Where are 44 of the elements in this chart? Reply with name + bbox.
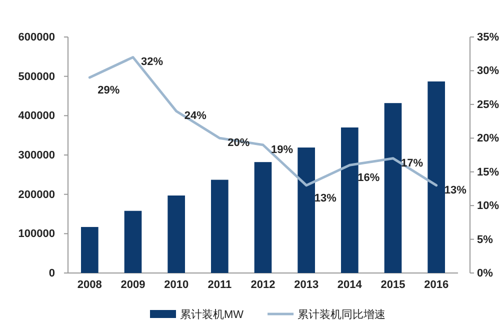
y-tick-label: 100000 xyxy=(18,228,55,240)
x-tick-label: 2009 xyxy=(120,279,146,292)
x-tick-label: 2010 xyxy=(164,279,189,292)
x-tick-label: 2011 xyxy=(208,279,232,292)
legend-label: 累计装机同比增速 xyxy=(298,308,386,321)
y2-tick-label: 30% xyxy=(477,65,500,78)
bar xyxy=(124,210,142,273)
data-label: 29% xyxy=(98,84,120,96)
bar xyxy=(341,127,358,273)
data-label: 24% xyxy=(184,110,207,122)
bar xyxy=(168,196,185,273)
bar xyxy=(211,180,228,273)
x-tick-label: 2013 xyxy=(294,279,319,292)
x-tick-label: 2014 xyxy=(337,279,363,292)
y2-tick-label: 10% xyxy=(477,200,500,212)
bar xyxy=(81,226,98,273)
bar xyxy=(254,162,272,273)
data-label: 20% xyxy=(228,137,250,150)
data-label: 32% xyxy=(141,56,164,68)
bar xyxy=(298,148,315,273)
x-tick-label: 2015 xyxy=(380,279,406,292)
y2-tick-label: 15% xyxy=(477,166,500,178)
y2-tick-label: 0% xyxy=(477,268,494,280)
line-series xyxy=(88,56,438,187)
y2-tick-label: 20% xyxy=(477,132,500,145)
y-tick-label: 200000 xyxy=(18,188,55,201)
legend-label: 累计装机MW xyxy=(180,308,244,321)
data-label: 17% xyxy=(401,157,424,170)
x-tick-label: 2012 xyxy=(250,279,276,292)
y-tick-label: 300000 xyxy=(18,150,55,162)
y-tick-label: 500000 xyxy=(18,70,55,83)
y2-tick-label: 25% xyxy=(477,98,500,111)
x-tick-label: 2016 xyxy=(424,279,449,292)
y2-tick-label: 5% xyxy=(477,234,494,246)
bar xyxy=(428,81,445,273)
data-label: 13% xyxy=(314,192,337,204)
x-tick-label: 2008 xyxy=(77,279,102,292)
y-tick-label: 600000 xyxy=(18,32,55,44)
bar xyxy=(384,103,402,273)
data-label: 13% xyxy=(444,184,467,196)
data-label: 19% xyxy=(271,144,294,156)
y-tick-label: 0 xyxy=(48,268,55,280)
y-tick-label: 400000 xyxy=(18,110,55,122)
y2-tick-label: 35% xyxy=(477,32,500,44)
